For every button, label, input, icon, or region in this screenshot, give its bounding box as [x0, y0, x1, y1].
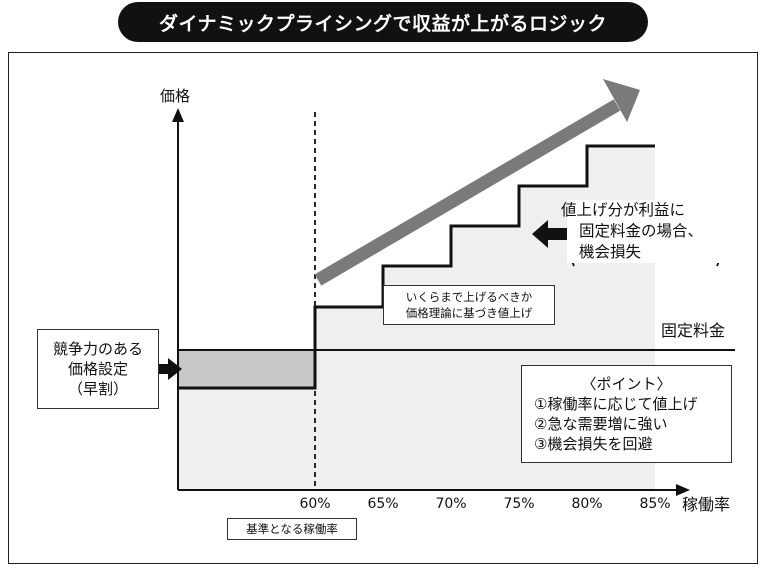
dynamic-price-step-line	[178, 144, 655, 390]
diagram-frame	[8, 52, 758, 564]
title-banner: ダイナミックプライシングで収益が上がるロジック	[118, 2, 648, 42]
left-arrow-head	[168, 358, 182, 380]
fixed-price-label: 固定料金	[661, 321, 726, 340]
points-box: 〈ポイント〉 ①稼働率に応じて値上げ ②急な需要増に強い ③機会損失を回避	[521, 365, 732, 463]
x-tick-label: 75%	[503, 496, 535, 512]
left-arrow-shaft	[159, 364, 169, 374]
profit-arrow-shaft	[546, 228, 568, 240]
pricing-theory-line-1: いくらまで上げるべきか	[405, 289, 533, 304]
profit-callout-line-1: 値上げ分が利益に	[561, 201, 686, 219]
x-tick-label: 65%	[367, 496, 399, 512]
baseline-rate-label: 基準となる稼働率	[246, 522, 338, 536]
pricing-theory-line-2: 価格理論に基づき値上げ	[405, 306, 533, 320]
rising-trend-arrow	[314, 99, 621, 286]
y-axis-label: 価格	[160, 87, 191, 105]
pricing-theory-note-box: いくらまで上げるべきか 価格理論に基づき値上げ	[383, 285, 555, 325]
profit-callout-line-2: 固定料金の場合、	[579, 221, 704, 240]
x-tick-label: 70%	[435, 496, 467, 512]
x-axis-label: 稼働率	[682, 495, 731, 514]
x-tick-label: 85%	[639, 496, 671, 512]
baseline-rate-label-box: 基準となる稼働率	[227, 518, 357, 540]
discount-shaded-area	[178, 350, 315, 388]
competitive-price-line-3: （早割）	[67, 380, 128, 399]
competitive-price-line-2: 価格設定	[67, 359, 128, 378]
point-item: ③機会損失を回避	[534, 435, 653, 454]
x-tick-label: 60%	[299, 496, 331, 512]
profit-arrow-head	[532, 220, 548, 248]
y-axis-arrowhead	[172, 108, 184, 122]
profit-callout: 値上げ分が利益に 固定料金の場合、 機会損失	[561, 200, 727, 263]
point-item: ①稼働率に応じて値上げ	[534, 394, 698, 413]
points-title: 〈ポイント〉	[581, 374, 672, 393]
point-item: ②急な需要増に強い	[534, 415, 668, 433]
profit-callout-line-3: 機会損失	[579, 242, 642, 261]
x-tick-label: 80%	[571, 496, 603, 512]
competitive-price-line-1: 競争力のある	[52, 339, 143, 358]
competitive-price-box: 競争力のある 価格設定 （早割）	[37, 329, 159, 409]
rising-trend-arrowhead	[603, 79, 640, 122]
x-axis-arrowhead	[676, 484, 690, 496]
title-text: ダイナミックプライシングで収益が上がるロジック	[158, 12, 608, 35]
